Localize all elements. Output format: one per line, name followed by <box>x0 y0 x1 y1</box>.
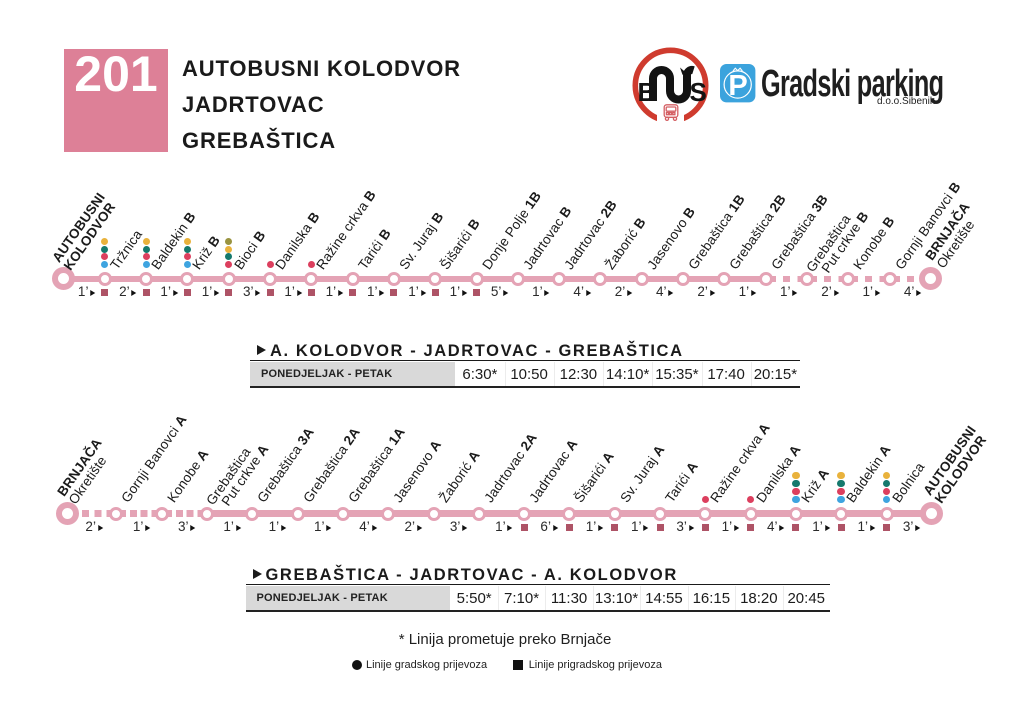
svg-text:B: B <box>638 77 657 107</box>
svg-text:P: P <box>728 70 747 102</box>
svg-text:S: S <box>690 77 707 107</box>
